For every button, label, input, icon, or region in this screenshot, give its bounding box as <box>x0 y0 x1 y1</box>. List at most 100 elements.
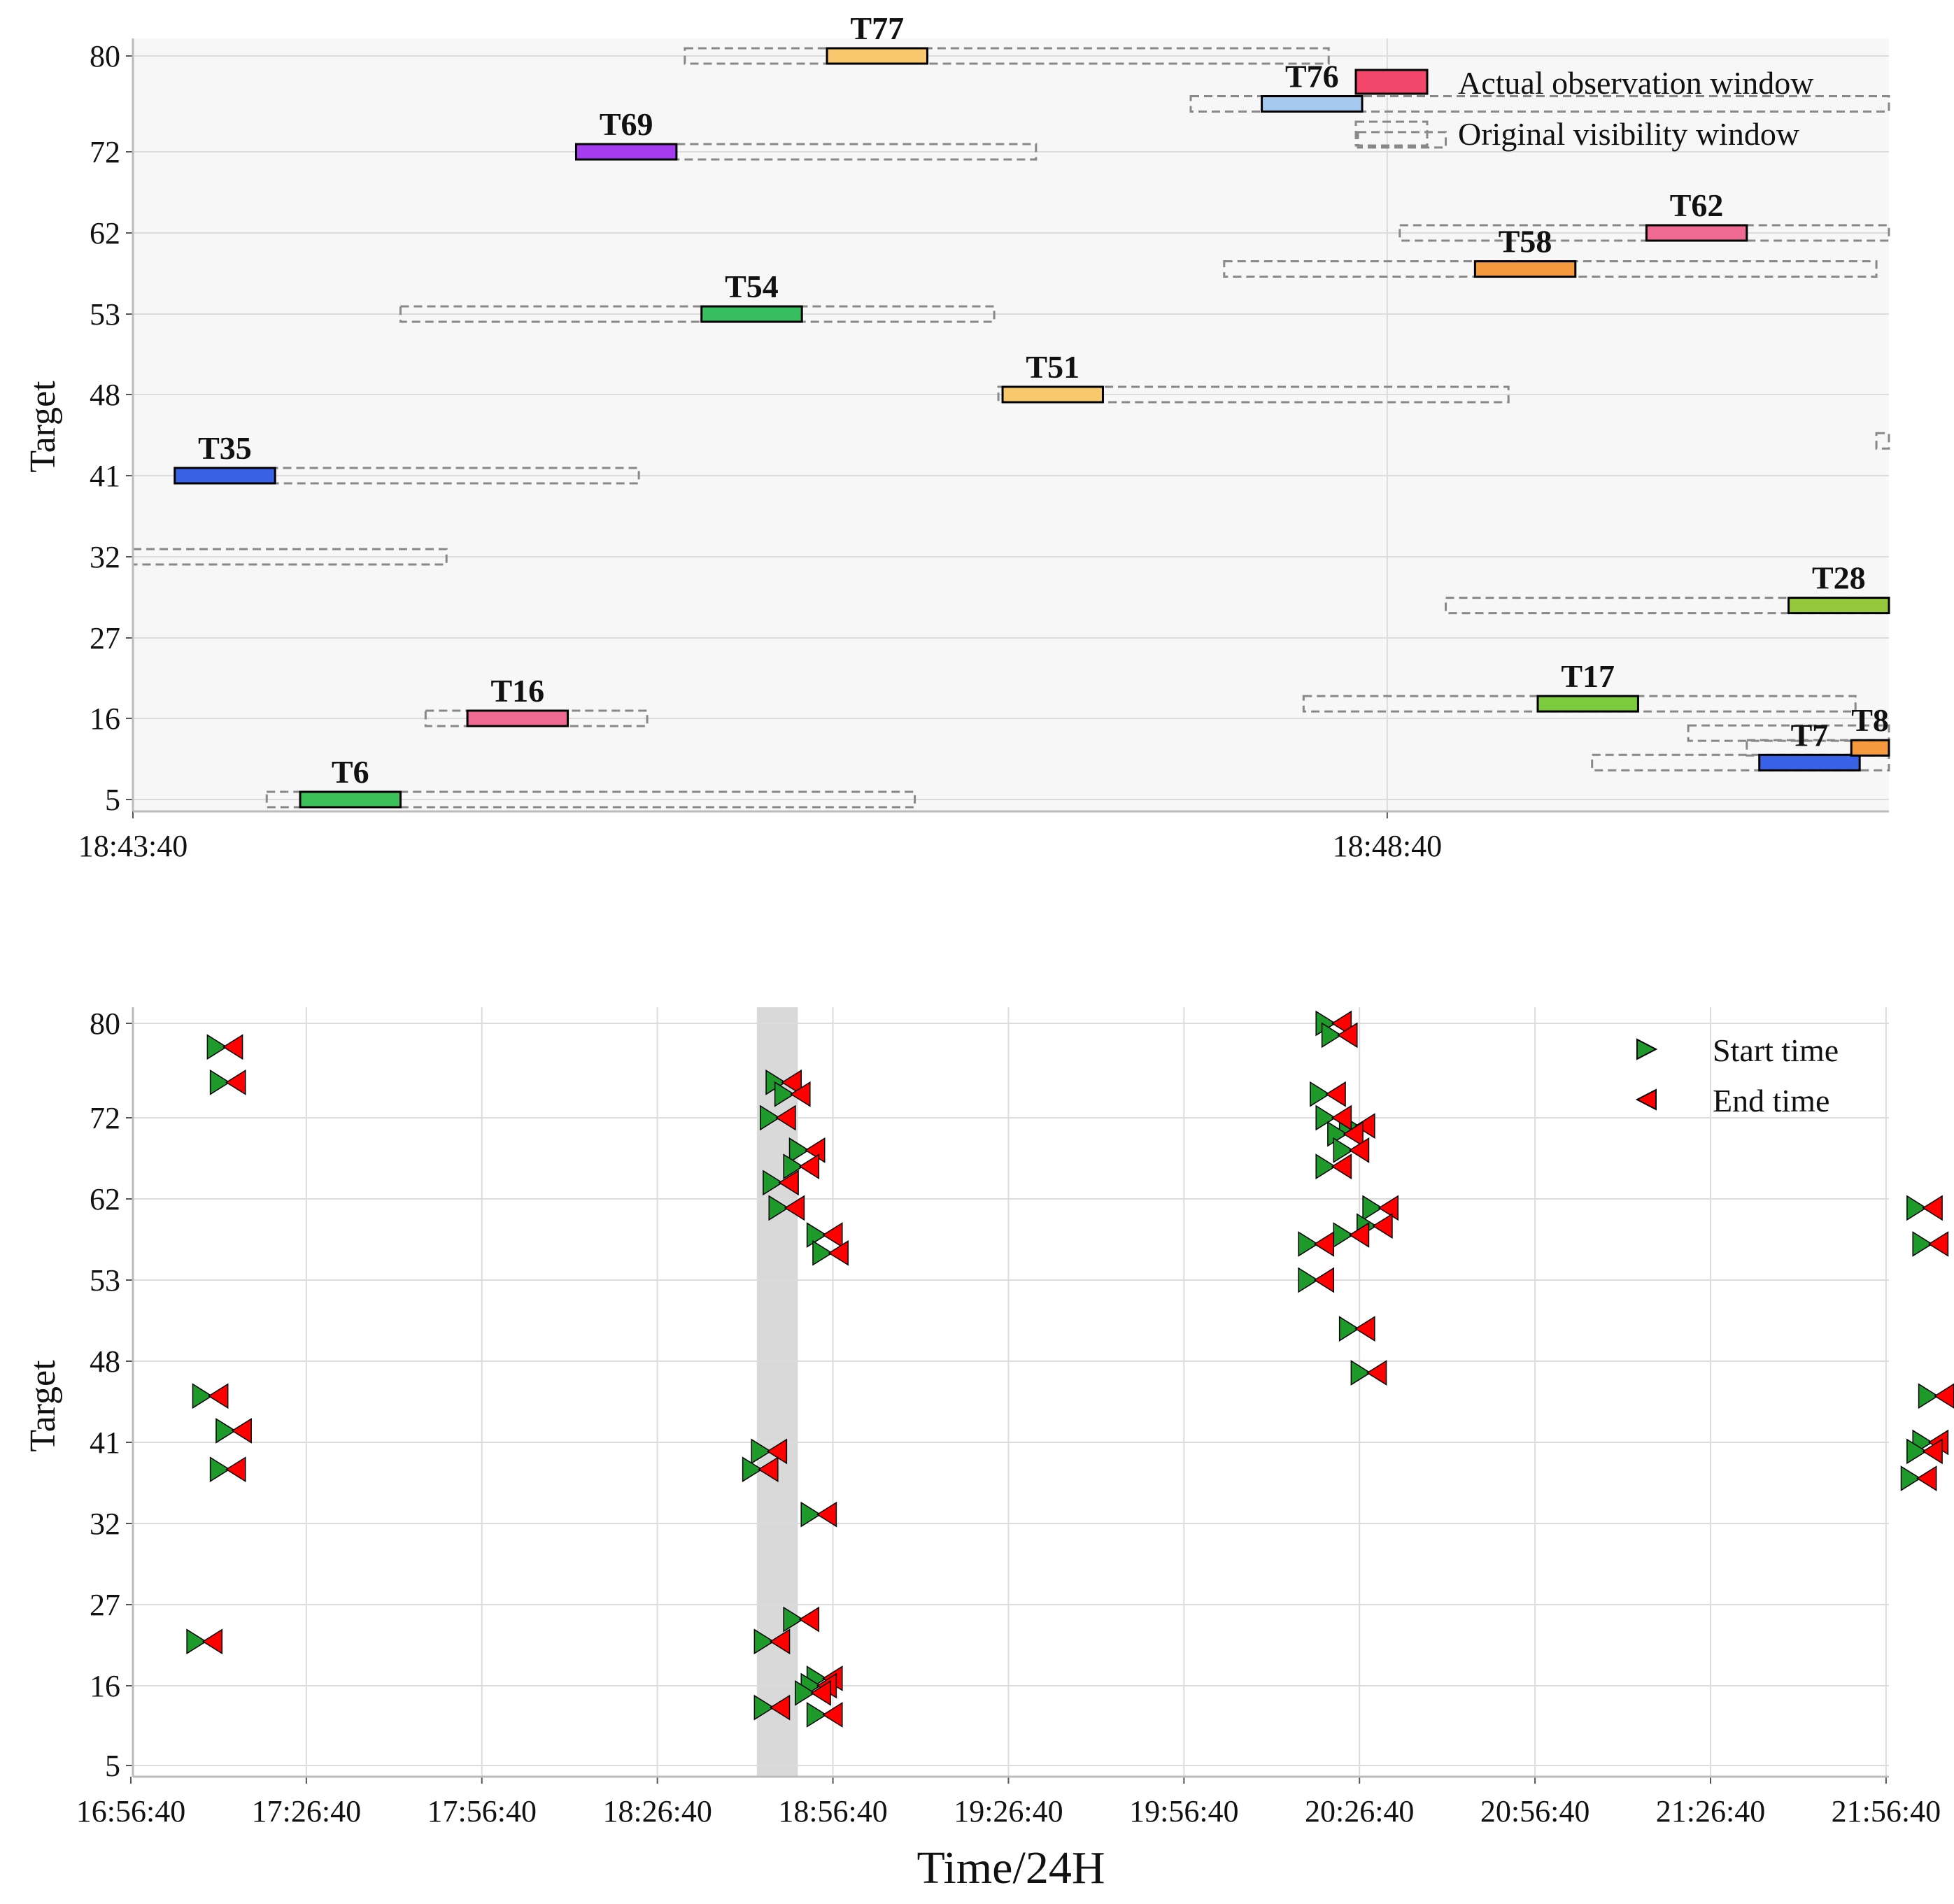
x-tick-label: 17:26:40 <box>252 1794 361 1828</box>
end-marker <box>769 1694 791 1721</box>
y-tick-label: 72 <box>90 135 120 169</box>
observation-bar-t16 <box>466 709 569 727</box>
end-marker <box>1922 1438 1943 1465</box>
x-tick-label: 19:56:40 <box>1129 1794 1238 1828</box>
y-tick-label: 53 <box>90 297 120 332</box>
visibility-window <box>997 385 1510 404</box>
end-marker <box>758 1456 779 1483</box>
start-marker <box>1315 1153 1336 1179</box>
visibility-window <box>595 143 1038 161</box>
x-tick-label: 20:26:40 <box>1305 1794 1414 1828</box>
x-tick-label: 20:56:40 <box>1480 1794 1590 1828</box>
start-marker <box>759 1104 781 1131</box>
start-marker <box>783 1606 804 1633</box>
end-marker <box>1325 1081 1346 1107</box>
legend-label-start-time: Start time <box>1713 1032 1839 1068</box>
start-marker <box>1906 1195 1927 1221</box>
start-marker <box>768 1195 789 1221</box>
observation-label-t6: T6 <box>332 754 369 790</box>
start-marker <box>1918 1383 1939 1409</box>
start-marker <box>186 1628 207 1655</box>
x-tick-label: 18:26:40 <box>602 1794 711 1828</box>
start-marker <box>800 1501 821 1528</box>
y-tick-label: 32 <box>90 1507 120 1541</box>
start-marker <box>751 1438 772 1465</box>
end-marker <box>1354 1316 1375 1342</box>
start-marker <box>1321 1022 1343 1049</box>
end-marker <box>1331 1104 1352 1131</box>
end-marker <box>1348 1137 1370 1163</box>
start-marker <box>783 1153 804 1179</box>
end-marker <box>816 1501 837 1528</box>
observation-bar-t7 <box>1758 753 1861 772</box>
end-marker <box>222 1034 243 1060</box>
end-marker <box>1922 1195 1943 1221</box>
y-tick-label: 62 <box>90 1182 120 1216</box>
y-tick-label: 32 <box>90 540 120 574</box>
observation-bar-t28 <box>1787 597 1890 615</box>
scatter-legend: Start time End time <box>1635 1032 1839 1118</box>
y-tick-label: 80 <box>90 1007 120 1041</box>
end-marker <box>208 1383 229 1409</box>
visibility-window <box>265 790 916 809</box>
start-marker <box>209 1070 231 1095</box>
visibility-window <box>132 548 448 566</box>
end-marker <box>790 1081 811 1107</box>
end-marker <box>1366 1360 1387 1386</box>
x-tick-label: 18:56:40 <box>778 1794 887 1828</box>
gantt-axes: 5 16 27 32 41 48 53 62 72 80 18:43:40 18:48:40 <box>78 38 1889 863</box>
visibility-window <box>1687 724 1890 742</box>
observation-label-t8: T8 <box>1851 702 1889 738</box>
observation-bar-t58 <box>1473 260 1577 278</box>
observation-bar-t51 <box>1001 385 1104 404</box>
end-marker <box>781 1070 802 1095</box>
x-tick-label: 21:26:40 <box>1656 1794 1765 1828</box>
observation-label-t51: T51 <box>1026 349 1079 385</box>
legend-label-actual-window: Actual observation window <box>1458 65 1814 101</box>
scatter-y-axis-label: Target <box>23 1360 63 1452</box>
end-marker <box>1348 1222 1370 1248</box>
start-marker <box>806 1702 828 1728</box>
start-marker <box>742 1456 763 1483</box>
end-marker <box>1343 1121 1364 1147</box>
observation-label-t7: T7 <box>1791 717 1829 753</box>
end-marker <box>778 1170 799 1196</box>
end-marker <box>1331 1153 1352 1179</box>
observation-bar-t6 <box>299 790 402 809</box>
start-marker <box>812 1239 833 1266</box>
observation-label-t17: T17 <box>1561 658 1615 694</box>
x-tick-label: 18:48:40 <box>1333 829 1442 863</box>
start-marker <box>1298 1267 1319 1293</box>
scatter-panel: 5 16 27 32 41 48 53 62 72 80 16:56:40 17:26:40 17:56… <box>23 1007 1954 1894</box>
end-marker <box>201 1628 223 1655</box>
scatter-axes: 5 16 27 32 41 48 53 62 72 80 16:56:40 17:26:40 17:56… <box>76 1007 1941 1828</box>
observation-bar-t69 <box>574 143 678 161</box>
observation-label-t54: T54 <box>725 269 779 304</box>
start-marker <box>1315 1104 1336 1131</box>
start-marker <box>1310 1081 1331 1107</box>
start-marker <box>788 1137 810 1163</box>
observation-label-t16: T16 <box>490 673 544 709</box>
x-tick-label: 17:56:40 <box>427 1794 537 1828</box>
scatter-markers <box>186 1010 1954 1728</box>
observation-bar-t76 <box>1261 95 1364 113</box>
observation-windows: T6 T16 T35 T54 T69 T77 T51 T76 T58 T62 T17 T28 T7 T8 <box>174 10 1890 809</box>
start-marker <box>753 1628 774 1655</box>
end-marker <box>225 1456 246 1483</box>
end-marker <box>784 1195 805 1221</box>
legend-label-end-time: End time <box>1713 1083 1829 1118</box>
y-tick-label: 72 <box>90 1101 120 1135</box>
observation-bar-t62 <box>1645 224 1748 242</box>
observation-label-t77: T77 <box>850 10 904 46</box>
start-marker <box>774 1081 795 1107</box>
start-marker <box>1906 1438 1927 1465</box>
start-marker <box>215 1418 236 1444</box>
visibility-window <box>1875 432 1890 450</box>
start-marker <box>206 1034 228 1060</box>
visibility-window <box>1445 597 1890 615</box>
observation-label-t69: T69 <box>600 106 653 142</box>
end-marker <box>1313 1231 1335 1257</box>
start-marker <box>763 1170 784 1196</box>
y-tick-label: 27 <box>90 1588 120 1622</box>
